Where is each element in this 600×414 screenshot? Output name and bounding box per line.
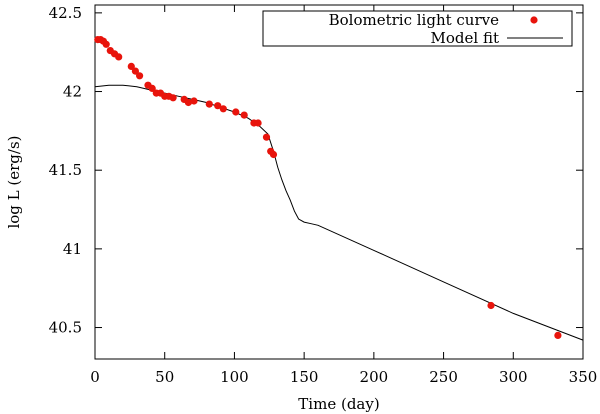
y-tick-label-40.5: 40.5: [49, 319, 82, 337]
data-point: [262, 133, 271, 141]
model-fit-line: [94, 84, 584, 341]
axis-ticks: [94, 5, 584, 359]
y-tick-label-41.5: 41.5: [49, 161, 82, 179]
x-tick-label-250: 250: [429, 368, 458, 386]
y-axis-label: log L (erg/s): [5, 135, 23, 228]
data-point: [169, 94, 177, 102]
data-point: [205, 100, 213, 108]
plot-area: [94, 4, 584, 360]
data-point: [214, 102, 222, 110]
x-axis-label: Time (day): [298, 395, 379, 413]
legend-box: [262, 10, 573, 47]
data-point: [115, 53, 123, 61]
data-point: [184, 98, 192, 107]
legend-marker-bolometric: [530, 16, 538, 24]
data-point: [254, 119, 262, 127]
y-tick-label-42.5: 42.5: [49, 4, 82, 22]
data-point: [127, 62, 135, 70]
x-tick-label-200: 200: [360, 368, 389, 386]
data-point: [148, 84, 156, 92]
x-tick-label-0: 0: [90, 368, 100, 386]
data-point: [219, 105, 227, 113]
y-tick-label-41: 41: [63, 240, 82, 258]
x-tick-label-150: 150: [290, 368, 319, 386]
data-point: [487, 301, 495, 310]
legend-label-bolometric: Bolometric light curve: [329, 11, 500, 29]
axis-tick-labels: 0 50 100 150 200 250 300 350 40.5 41 41.5 42 42.5: [49, 4, 598, 386]
data-point: [240, 111, 248, 119]
y-tick-label-42: 42: [63, 83, 82, 101]
model-fit-series: [94, 84, 584, 341]
data-point: [131, 67, 139, 75]
data-point: [232, 108, 240, 116]
data-point: [190, 97, 198, 105]
legend: Bolometric light curve Model fit: [262, 10, 573, 47]
data-point: [102, 40, 110, 48]
data-point: [136, 72, 144, 80]
x-tick-label-50: 50: [155, 368, 174, 386]
bolometric-light-curve-series: [94, 36, 562, 339]
data-point: [269, 150, 278, 159]
data-point: [554, 331, 562, 339]
plot-frame-border: [94, 4, 584, 360]
x-tick-label-300: 300: [499, 368, 528, 386]
x-tick-label-350: 350: [569, 368, 598, 386]
x-tick-label-100: 100: [220, 368, 249, 386]
legend-label-model: Model fit: [431, 29, 499, 47]
